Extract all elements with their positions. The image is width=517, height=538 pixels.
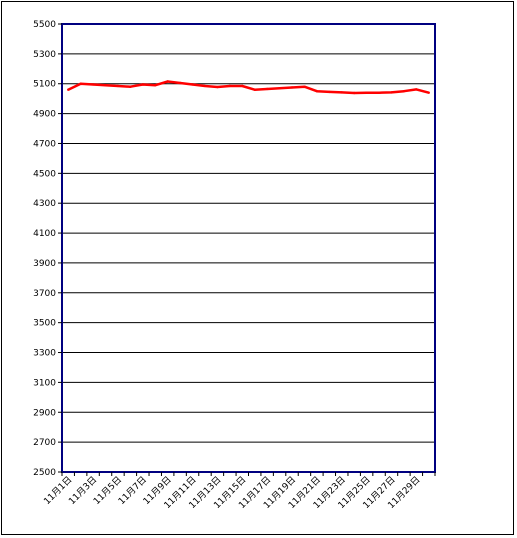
data-point: [166, 80, 169, 83]
data-point: [427, 91, 430, 94]
data-point: [216, 85, 219, 89]
data-point: [203, 84, 207, 88]
data-point: [415, 88, 418, 91]
gridlines: [62, 53, 435, 443]
plot-area: [61, 23, 436, 473]
data-point: [390, 91, 393, 94]
y-tick-label: 4700: [33, 139, 56, 149]
data-point: [79, 82, 82, 85]
y-tick-label: 3900: [33, 259, 56, 269]
data-point: [154, 84, 157, 87]
data-point: [315, 90, 319, 93]
data-point: [191, 83, 194, 86]
y-tick-label: 2900: [33, 408, 56, 418]
y-tick-label: 4100: [33, 229, 56, 239]
data-point: [253, 88, 256, 91]
y-tick-label: 5500: [33, 20, 56, 30]
y-tick-label: 2500: [33, 468, 56, 478]
data-point: [303, 85, 306, 88]
y-tick-label: 3300: [33, 349, 56, 359]
y-tick-label: 4900: [33, 110, 56, 120]
y-tick-label: 3700: [33, 289, 56, 299]
series-line: [67, 80, 430, 95]
y-tick-label: 5100: [33, 80, 56, 90]
data-point: [328, 90, 331, 94]
data-point: [104, 84, 107, 87]
y-tick-label: 5300: [33, 50, 56, 60]
data-point: [352, 91, 356, 95]
y-tick-label: 3500: [33, 319, 56, 329]
data-point: [129, 85, 132, 88]
data-point: [402, 90, 406, 93]
y-tick-label: 2700: [33, 438, 56, 448]
data-point: [278, 87, 281, 90]
series-layer: [67, 80, 430, 95]
y-tick-label: 4300: [33, 199, 56, 209]
data-point: [340, 91, 343, 94]
data-point: [377, 91, 381, 94]
y-tick-label: 4500: [33, 169, 56, 179]
data-point: [178, 81, 182, 85]
y-axis: 2500 2700 2900 3100 3300 3500 3700 3900 4100 4300…: [33, 20, 62, 478]
data-point: [228, 84, 232, 88]
data-point: [116, 84, 120, 88]
y-tick-label: 3100: [33, 378, 56, 388]
data-point: [91, 83, 95, 86]
data-point: [365, 91, 368, 94]
data-point: [241, 84, 244, 88]
data-point: [265, 87, 269, 91]
data-point: [141, 83, 145, 86]
data-point: [67, 88, 70, 91]
data-point: [290, 86, 294, 89]
x-axis: 11月1日11月3日11月5日11月7日11月9日11月11日11月13日11月…: [42, 472, 436, 511]
